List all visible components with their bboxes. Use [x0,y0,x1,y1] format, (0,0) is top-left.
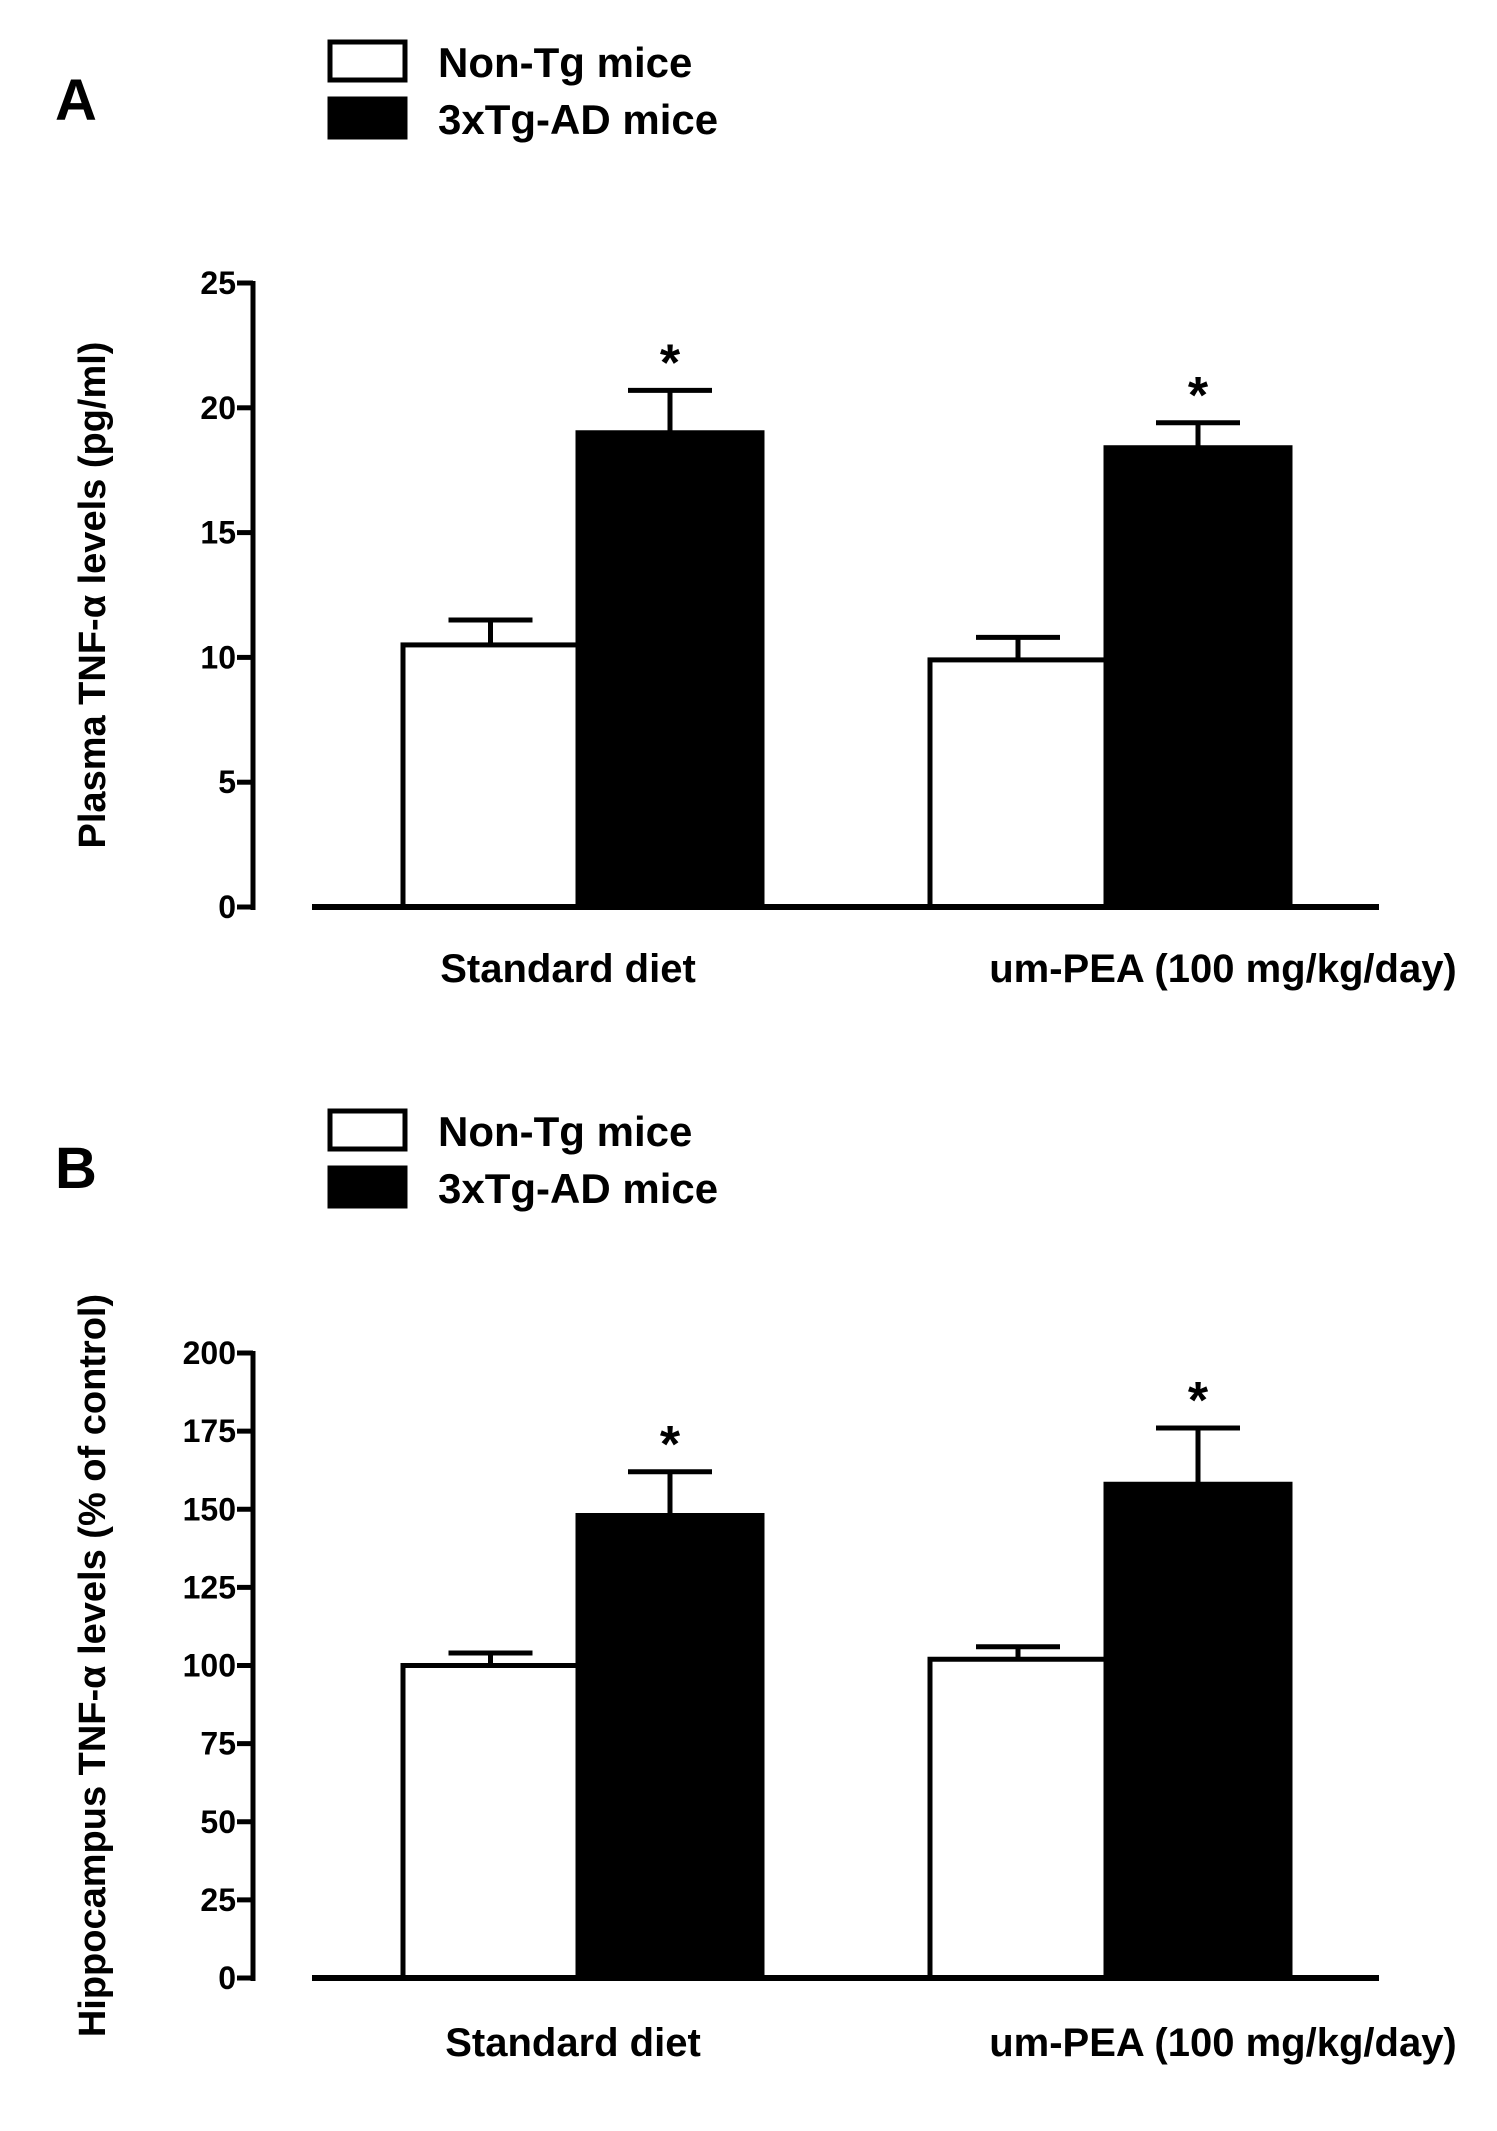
category-label: Standard diet [440,947,696,991]
bar-3xtg-ad [1103,445,1293,910]
y-tick-label: 0 [218,1960,236,1996]
bar-3xtg-ad [575,430,765,910]
category-label: Standard diet [445,2021,701,2065]
legend-swatch [327,1108,408,1152]
significance-marker: * [660,334,681,392]
bar-non-tg [400,642,581,910]
chart-panel-b: B Non-Tg mice 3xTg-AD mice 0 25 50 75 100 125 150… [55,1108,1457,2065]
bar-3xtg-ad [575,1513,765,1981]
y-tick-label: 100 [183,1648,236,1684]
y-tick-label: 10 [200,639,236,675]
legend-label: Non-Tg mice [438,39,692,86]
y-tick-label: 50 [200,1804,236,1840]
y-axis-title: Plasma TNF-α levels (pg/ml) [72,342,114,849]
y-tick-label: 175 [183,1413,236,1449]
legend-swatch [327,39,408,83]
legend-label: 3xTg-AD mice [438,96,718,143]
y-tick-label: 0 [218,889,236,925]
y-axis-title: Hippocampus TNF-α levels (% of control) [72,1294,114,2037]
legend-swatch [327,96,408,140]
y-tick-label: 5 [218,764,236,800]
y-tick-label: 20 [200,390,236,426]
significance-marker: * [1188,1372,1209,1430]
legend-label: 3xTg-AD mice [438,1165,718,1212]
category-label: um-PEA (100 mg/kg/day) [989,947,1457,991]
y-tick-label: 25 [200,1882,236,1918]
bar-non-tg [927,1656,1109,1981]
bar-non-tg [927,657,1109,910]
y-tick-label: 75 [200,1726,236,1762]
y-tick-label: 200 [183,1335,236,1371]
legend-swatch [327,1165,408,1209]
bar-3xtg-ad [1103,1481,1293,1981]
bar-non-tg [400,1663,581,1981]
legend-label: Non-Tg mice [438,1108,692,1155]
chart-panel-a: A Non-Tg mice 3xTg-AD mice 0 5 10 15 20 25 Plasma… [55,39,1457,991]
y-tick-label: 25 [200,265,236,301]
panel-letter: A [55,68,97,133]
y-tick-label: 150 [183,1491,236,1527]
y-tick-label: 15 [200,515,236,551]
y-tick-label: 125 [183,1569,236,1605]
category-label: um-PEA (100 mg/kg/day) [989,2021,1457,2065]
panel-letter: B [55,1136,97,1201]
significance-marker: * [660,1416,681,1474]
significance-marker: * [1188,367,1209,425]
